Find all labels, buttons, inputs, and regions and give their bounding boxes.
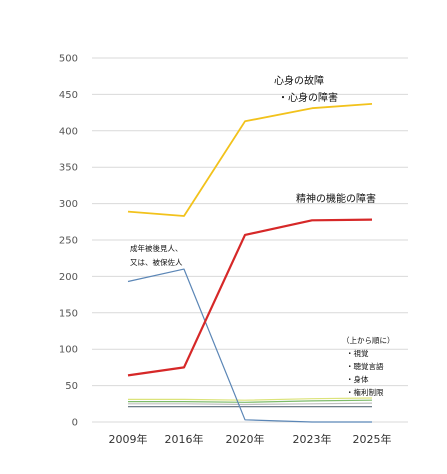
series-line-mental	[127, 218, 373, 377]
series-line-guardianship	[127, 268, 372, 423]
y-tick-label: 250	[59, 236, 78, 247]
series-line-mind-body	[127, 103, 373, 217]
y-tick-label: 300	[59, 199, 78, 210]
annotation-guardianship-line1: 成年被後見人、	[130, 243, 183, 253]
x-tick-label: 2016年	[165, 432, 204, 446]
x-tick-label: 2020年	[226, 432, 265, 446]
series-line-hearing-speech	[128, 399, 373, 403]
y-tick-label: 150	[59, 308, 78, 319]
annotation-mental-line1: 精神の機能の障害	[296, 192, 376, 205]
y-tick-label: 0	[72, 418, 78, 429]
series-line-visual	[128, 397, 373, 401]
y-tick-label: 500	[59, 54, 78, 65]
annotation-others-hearing: ・聴覚言語	[346, 361, 384, 371]
x-tick-label: 2023年	[293, 432, 332, 446]
annotation-guardianship: 成年被後見人、 又は、被保佐人	[130, 243, 183, 267]
y-axis-tick-labels: 0 50 100 150 200 250 300 350 400 450 500	[59, 54, 78, 429]
series-line-physical	[128, 402, 373, 406]
annotation-mind-body-line1: 心身の故障	[274, 74, 324, 87]
y-tick-label: 350	[59, 163, 78, 174]
series-lines	[127, 103, 373, 423]
gridlines	[92, 57, 408, 423]
annotation-others-rights: ・権利制限	[346, 387, 384, 397]
annotation-others-physical: ・身体	[346, 374, 369, 384]
x-tick-label: 2009年	[109, 432, 148, 446]
x-axis-tick-labels: 2009年 2016年 2020年 2023年 2025年	[109, 432, 392, 446]
y-tick-label: 200	[59, 272, 78, 283]
annotation-guardianship-line2: 又は、被保佐人	[130, 257, 183, 267]
y-tick-label: 100	[59, 345, 78, 356]
annotation-others: （上から順に） ・視覚 ・聴覚言語 ・身体 ・権利制限	[342, 336, 395, 397]
annotation-others-visual: ・視覚	[346, 348, 369, 358]
annotation-mental: 精神の機能の障害	[296, 192, 376, 205]
annotation-mind-body: 心身の故障 ・心身の障害	[274, 74, 338, 104]
y-tick-label: 50	[65, 381, 78, 392]
x-tick-label: 2025年	[353, 432, 392, 446]
y-tick-label: 450	[59, 90, 78, 101]
annotation-others-header: （上から順に）	[342, 336, 395, 345]
annotation-mind-body-line2: ・心身の障害	[278, 91, 338, 104]
y-tick-label: 400	[59, 126, 78, 137]
